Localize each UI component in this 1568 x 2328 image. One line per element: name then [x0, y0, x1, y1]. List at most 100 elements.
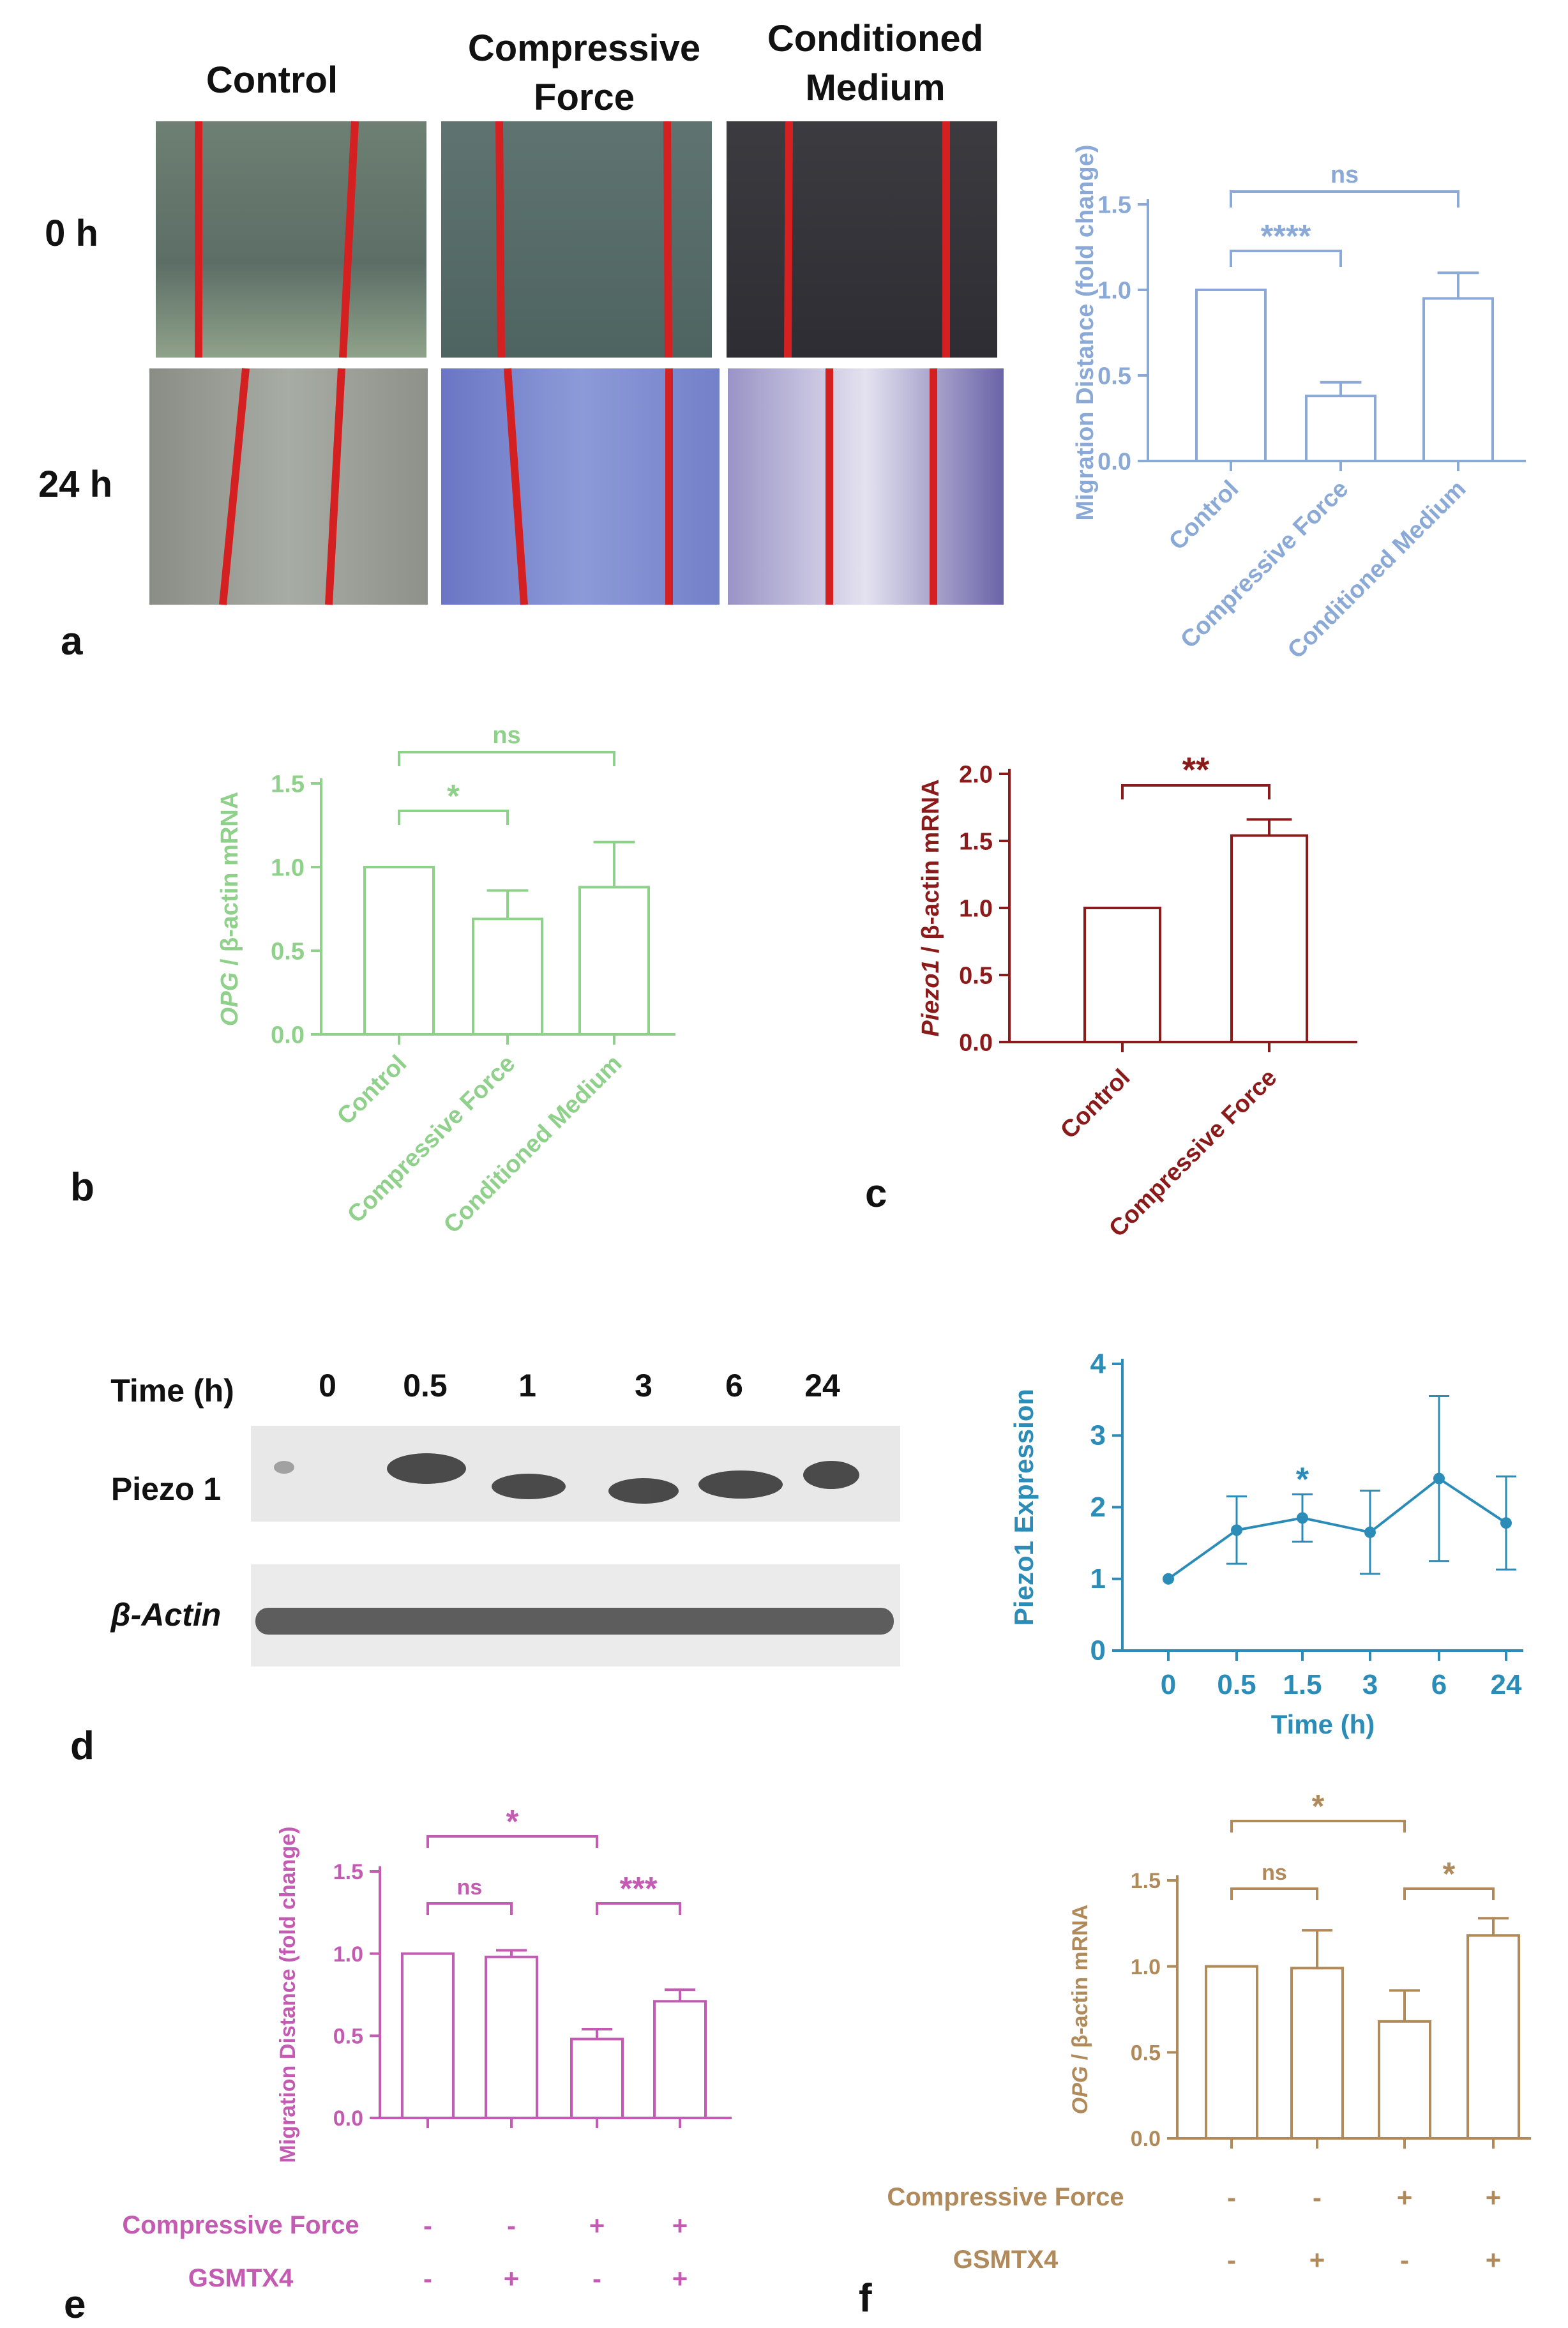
x-tick-label: 6	[1431, 1669, 1447, 1700]
significance-label: **	[1182, 750, 1210, 789]
condition-label: Compressive Force	[122, 2211, 359, 2239]
y-tick-label: 0.5	[959, 963, 993, 990]
y-axis-label: OPG / β-actin mRNA	[1068, 1905, 1092, 2115]
data-point	[1433, 1472, 1445, 1485]
y-tick-label: 3	[1090, 1420, 1106, 1451]
significance-label: ns	[457, 1875, 483, 1900]
y-tick-label: 0.0	[959, 1030, 993, 1057]
data-point	[1163, 1573, 1174, 1585]
scratch-line	[495, 121, 505, 358]
condition-sign: +	[1397, 2182, 1413, 2212]
bar	[1205, 1965, 1258, 2140]
y-tick-label: 1.5	[333, 1860, 363, 1884]
y-tick-label: 1.0	[333, 1942, 363, 1967]
col-header-control: Control	[206, 59, 338, 101]
scratch-line	[784, 121, 793, 358]
significance-label: ns	[1331, 162, 1359, 188]
bar	[1290, 1967, 1344, 2140]
condition-sign: -	[423, 2264, 432, 2294]
y-tick-label: 0.0	[333, 2106, 363, 2131]
significance-bracket	[426, 1902, 513, 1915]
data-point	[1297, 1512, 1308, 1524]
blot-band	[274, 1461, 294, 1474]
condition-label: Compressive Force	[887, 2183, 1124, 2211]
significance-label: *	[1296, 1461, 1309, 1498]
x-tick-label: 1.5	[1283, 1669, 1322, 1700]
y-tick-label: 1.0	[1131, 1955, 1161, 1979]
condition-sign: -	[1400, 2245, 1409, 2275]
y-tick-label: 0.0	[1097, 449, 1131, 476]
significance-label: ****	[1261, 218, 1311, 254]
data-point	[1231, 1524, 1242, 1536]
y-tick-label: 1.0	[959, 896, 993, 923]
condition-sign: +	[504, 2264, 520, 2294]
bar	[485, 1955, 538, 2119]
col-header-conditioned-line1: Conditioned	[767, 18, 983, 59]
bar	[1422, 297, 1494, 462]
significance-label: ns	[1262, 1861, 1287, 1885]
panel-letter-d: d	[70, 1724, 94, 1768]
series-line	[1167, 1477, 1507, 1580]
bar	[578, 886, 650, 1036]
significance-bracket	[1230, 250, 1342, 267]
condition-sign: +	[1309, 2245, 1325, 2275]
blot-band-actin	[255, 1608, 894, 1635]
significance-bracket	[1403, 1887, 1495, 1900]
condition-sign: -	[592, 2264, 601, 2294]
y-tick-label: 1.5	[1097, 192, 1131, 219]
bar	[1466, 1934, 1520, 2140]
panel-letter-c: c	[865, 1172, 887, 1216]
significance-label: ***	[619, 1870, 657, 1907]
micrograph-compressive-24h	[441, 368, 720, 605]
condition-sign: -	[1227, 2245, 1236, 2275]
significance-label: *	[506, 1803, 519, 1840]
blot-lane-label: 0	[319, 1368, 336, 1403]
col-header-compressive-line2: Force	[534, 77, 635, 118]
scratch-line	[219, 368, 250, 605]
panel-letter-f: f	[859, 2276, 872, 2320]
panel-letters: a b c d e f	[61, 619, 887, 2327]
y-axis-label: OPG / β-actin mRNA	[216, 792, 243, 1026]
blot-row-label-piezo1: Piezo 1	[111, 1471, 221, 1507]
chart-d: 0 1 2 3 4 Piezo1 Expression Time (h) 0 0.5 1.5 3 6 2…	[1009, 1348, 1523, 1739]
x-tick-label: 0	[1161, 1669, 1176, 1700]
blot-band	[698, 1470, 783, 1499]
x-tick-label: 0.5	[1217, 1669, 1256, 1700]
chart-e: 0.0 0.5 1.0 1.5 Migration Distance (fold cha…	[122, 1803, 732, 2294]
y-tick-label: 0.5	[1097, 363, 1131, 390]
significance-label: *	[447, 778, 460, 814]
significance-bracket	[596, 1902, 681, 1915]
bar	[653, 2000, 707, 2119]
significance-label: *	[1312, 1788, 1325, 1824]
blot-lane-label: 6	[725, 1368, 743, 1403]
condition-sign: +	[589, 2211, 605, 2241]
bar	[1230, 834, 1308, 1043]
data-point	[1500, 1517, 1512, 1529]
chart-c: 0.0 0.5 1.0 1.5 2.0 Piezo1 / β-actin mRNA Cont…	[917, 750, 1357, 1243]
significance-bracket	[426, 1835, 598, 1848]
bar	[401, 1952, 455, 2120]
col-header-compressive-line1: Compressive	[468, 27, 700, 69]
scratch-line	[325, 368, 345, 605]
significance-bracket	[1230, 1820, 1406, 1833]
x-tick-label: Control	[332, 1050, 412, 1130]
scratch-line	[339, 121, 359, 358]
row-header-24h: 24 h	[38, 464, 112, 505]
condition-label: GSMTX4	[188, 2264, 294, 2292]
y-tick-label: 1.5	[271, 771, 305, 798]
blot-strip-piezo1	[251, 1426, 900, 1522]
y-tick-label: 0	[1090, 1635, 1106, 1666]
x-tick-label: 3	[1362, 1669, 1378, 1700]
condition-sign: -	[1227, 2182, 1236, 2212]
significance-bracket	[398, 751, 615, 766]
y-tick-label: 1	[1090, 1563, 1106, 1594]
y-tick-label: 0.0	[271, 1022, 305, 1049]
significance-bracket	[1230, 190, 1459, 208]
condition-label: GSMTX4	[953, 2246, 1059, 2274]
blot-band	[387, 1453, 466, 1484]
blot-band	[803, 1461, 859, 1489]
bar	[1305, 395, 1376, 462]
x-tick-label: Control	[1055, 1064, 1135, 1144]
panel-letter-e: e	[64, 2283, 86, 2327]
scratch-line	[663, 121, 672, 358]
